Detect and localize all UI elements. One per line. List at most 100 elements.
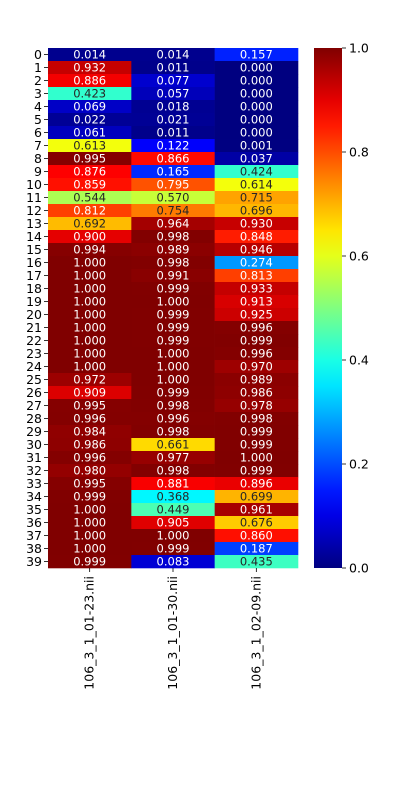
heatmap-cell bbox=[48, 555, 132, 569]
heatmap-cell bbox=[48, 347, 132, 361]
heatmap-cell bbox=[131, 269, 215, 283]
row-tick-label: 39 bbox=[26, 554, 42, 569]
row-tick-label: 32 bbox=[26, 463, 42, 478]
heatmap-cell bbox=[214, 230, 299, 244]
heatmap-cell bbox=[131, 256, 215, 270]
cell-value-label: 0.613 bbox=[73, 139, 106, 153]
heatmap-cell bbox=[48, 308, 132, 322]
cell-value-label: 0.077 bbox=[157, 74, 190, 88]
row-tick-label: 20 bbox=[26, 307, 42, 322]
heatmap-cell bbox=[48, 321, 132, 335]
cell-value-label: 1.000 bbox=[73, 347, 106, 361]
heatmap-cell bbox=[48, 334, 132, 348]
cell-value-label: 0.999 bbox=[73, 490, 106, 504]
heatmap-cell bbox=[214, 490, 299, 504]
cell-value-label: 1.000 bbox=[157, 529, 190, 543]
cell-value-label: 0.423 bbox=[73, 87, 106, 101]
heatmap-cell bbox=[214, 74, 299, 88]
heatmap-cell bbox=[131, 451, 215, 465]
heatmap-cell bbox=[48, 191, 132, 205]
heatmap-cell bbox=[214, 191, 299, 205]
cell-value-label: 0.813 bbox=[240, 269, 273, 283]
cell-value-label: 0.570 bbox=[157, 191, 190, 205]
row-tick-label: 31 bbox=[26, 450, 42, 465]
cell-value-label: 0.972 bbox=[73, 373, 106, 387]
heatmap-cell bbox=[214, 321, 299, 335]
heatmap-cell bbox=[131, 503, 215, 517]
heatmap-cell bbox=[131, 542, 215, 556]
cell-value-label: 0.986 bbox=[73, 438, 106, 452]
heatmap-cell bbox=[214, 243, 299, 257]
row-tick-label: 34 bbox=[26, 489, 42, 504]
heatmap-cell bbox=[131, 282, 215, 296]
cell-value-label: 0.989 bbox=[240, 373, 273, 387]
row-tick-label: 5 bbox=[34, 112, 42, 127]
row-tick-label: 4 bbox=[34, 99, 42, 114]
heatmap-cell bbox=[48, 542, 132, 556]
heatmap-cell bbox=[48, 230, 132, 244]
cell-value-label: 0.913 bbox=[240, 295, 273, 309]
row-tick-label: 33 bbox=[26, 476, 42, 491]
cell-value-label: 0.083 bbox=[157, 555, 190, 569]
cell-value-label: 0.021 bbox=[157, 113, 190, 127]
heatmap-cell bbox=[214, 126, 299, 140]
heatmap-cell bbox=[214, 178, 299, 192]
heatmap-cell bbox=[48, 243, 132, 257]
heatmap-cell bbox=[131, 529, 215, 543]
heatmap-cell bbox=[214, 295, 299, 309]
heatmap-cell bbox=[48, 386, 132, 400]
cell-value-label: 1.000 bbox=[240, 451, 273, 465]
colorbar-tick-label: 0.2 bbox=[349, 457, 369, 472]
heatmap-cell bbox=[214, 373, 299, 387]
heatmap-cell bbox=[131, 126, 215, 140]
row-tick-label: 24 bbox=[26, 359, 42, 374]
row-tick-labels: 0123456789101112131415161718192021222324… bbox=[26, 47, 48, 569]
heatmap-cell bbox=[131, 555, 215, 569]
row-tick-label: 8 bbox=[34, 151, 42, 166]
heatmap-cell bbox=[48, 451, 132, 465]
heatmap-cell bbox=[48, 178, 132, 192]
cell-value-label: 0.999 bbox=[240, 464, 273, 478]
cell-value-label: 0.930 bbox=[240, 217, 273, 231]
heatmap-cell bbox=[131, 230, 215, 244]
heatmap-cell bbox=[131, 204, 215, 218]
cell-value-label: 1.000 bbox=[73, 295, 106, 309]
heatmap-cell bbox=[131, 178, 215, 192]
heatmap-cell bbox=[48, 490, 132, 504]
cell-value-label: 0.692 bbox=[73, 217, 106, 231]
cell-value-label: 0.998 bbox=[157, 464, 190, 478]
cell-value-label: 0.424 bbox=[240, 165, 273, 179]
row-tick-label: 14 bbox=[26, 229, 42, 244]
heatmap-cell bbox=[48, 282, 132, 296]
cell-value-label: 0.001 bbox=[240, 139, 273, 153]
cell-value-label: 1.000 bbox=[157, 295, 190, 309]
row-tick-label: 18 bbox=[26, 281, 42, 296]
cell-value-label: 1.000 bbox=[73, 529, 106, 543]
cell-value-label: 0.986 bbox=[240, 386, 273, 400]
heatmap-cell bbox=[214, 542, 299, 556]
heatmap-cell bbox=[48, 152, 132, 166]
heatmap-cell bbox=[214, 516, 299, 530]
cell-value-label: 0.069 bbox=[73, 100, 106, 114]
row-tick-label: 29 bbox=[26, 424, 42, 439]
cell-value-label: 0.435 bbox=[240, 555, 273, 569]
heatmap-cell bbox=[48, 165, 132, 179]
heatmap-cell bbox=[214, 386, 299, 400]
cell-value-label: 1.000 bbox=[157, 373, 190, 387]
cell-value-label: 0.122 bbox=[157, 139, 190, 153]
cell-value-label: 0.996 bbox=[240, 347, 273, 361]
row-tick-label: 6 bbox=[34, 125, 42, 140]
cell-value-label: 0.661 bbox=[157, 438, 190, 452]
heatmap-cell bbox=[131, 61, 215, 75]
heatmap-cell bbox=[48, 139, 132, 153]
cell-value-label: 0.187 bbox=[240, 542, 273, 556]
row-tick-label: 1 bbox=[34, 60, 42, 75]
cell-value-label: 0.896 bbox=[240, 477, 273, 491]
cell-value-label: 0.998 bbox=[157, 425, 190, 439]
cell-value-label: 0.061 bbox=[73, 126, 106, 140]
cell-value-label: 0.978 bbox=[240, 399, 273, 413]
heatmap-cell bbox=[48, 204, 132, 218]
cell-value-label: 0.996 bbox=[240, 321, 273, 335]
cell-value-label: 1.000 bbox=[73, 334, 106, 348]
